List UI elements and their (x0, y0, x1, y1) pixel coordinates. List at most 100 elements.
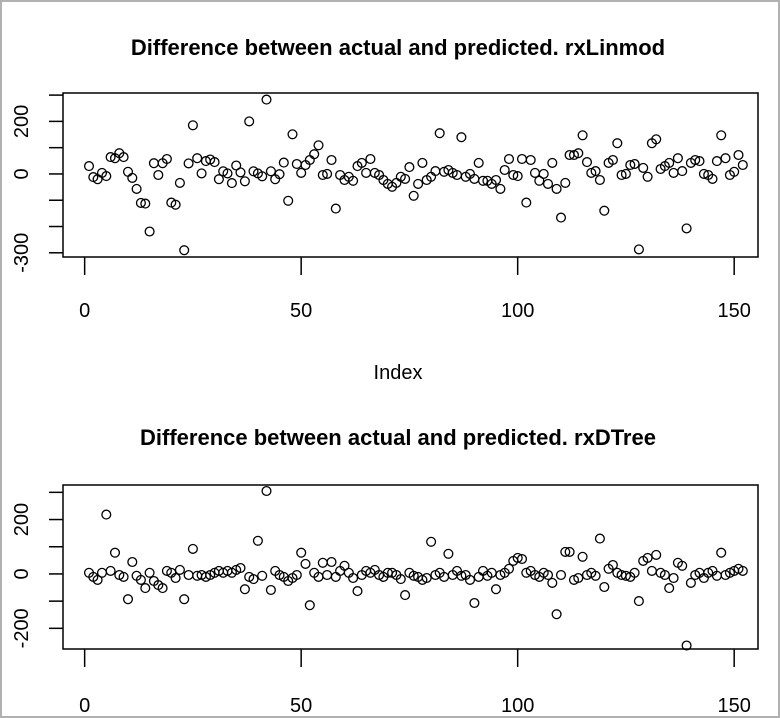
data-point (659, 569, 670, 581)
data-point (469, 597, 480, 609)
data-point (291, 569, 302, 581)
data-point (573, 572, 584, 584)
data-point (560, 177, 571, 188)
data-point (356, 157, 367, 168)
data-point (183, 569, 194, 581)
data-point (365, 153, 376, 165)
x-tick-label: 50 (290, 300, 312, 322)
data-point (309, 149, 320, 160)
data-point (408, 570, 419, 581)
data-point (473, 157, 484, 168)
data-point (538, 168, 549, 179)
data-point (490, 584, 502, 595)
data-point (265, 584, 276, 596)
data-point (135, 574, 146, 585)
data-point (127, 556, 138, 568)
data-point (672, 153, 683, 164)
data-point (179, 245, 190, 256)
x-tick-label: 150 (717, 300, 750, 322)
data-point (716, 130, 727, 141)
data-point (101, 509, 112, 520)
data-point (560, 546, 571, 557)
data-point (239, 584, 250, 595)
data-point (707, 173, 718, 184)
data-point (434, 128, 445, 139)
data-point (140, 583, 151, 594)
data-point (733, 149, 744, 161)
data-point (261, 94, 272, 105)
data-point (144, 226, 155, 237)
data-point (577, 551, 588, 562)
x-axis-label-index: Index (373, 362, 423, 384)
data-point (542, 178, 554, 189)
data-point (573, 148, 584, 159)
data-point (257, 570, 268, 581)
data-point (426, 536, 437, 547)
x-tick-label: 0 (79, 300, 90, 322)
data-point (135, 197, 146, 208)
data-point (681, 223, 692, 234)
data-point (495, 183, 506, 194)
data-point (161, 565, 172, 576)
data-point (322, 168, 333, 179)
data-point (651, 549, 662, 560)
data-point (322, 569, 333, 581)
data-point (304, 600, 315, 611)
data-point (551, 609, 562, 620)
data-point (521, 197, 532, 208)
data-point (105, 152, 116, 163)
data-point (174, 177, 185, 188)
data-point (235, 562, 246, 574)
y-tick-label: 0 (11, 168, 33, 179)
data-point (131, 183, 142, 194)
data-point (620, 168, 631, 179)
data-point (711, 156, 722, 167)
data-point (503, 153, 515, 165)
data-point (330, 571, 341, 582)
data-point (239, 176, 250, 187)
data-point (417, 157, 428, 168)
data-point (555, 212, 567, 223)
data-point (261, 485, 272, 497)
data-point (551, 183, 562, 194)
data-point (413, 178, 424, 189)
data-point (642, 171, 653, 182)
data-point (192, 153, 203, 164)
data-point (421, 572, 432, 584)
data-point (698, 168, 709, 179)
data-point (629, 567, 640, 578)
axes (49, 484, 759, 667)
data-point (646, 565, 657, 576)
data-point (594, 533, 605, 544)
data-point (456, 132, 467, 143)
data-point (287, 129, 298, 140)
data-point (590, 570, 601, 581)
data-point (664, 583, 675, 594)
data-point (577, 130, 588, 141)
data-point (677, 560, 688, 571)
data-point (685, 577, 696, 588)
data-point (716, 547, 727, 558)
chart-title-rxlinmod: Difference between actual and predicted.… (130, 35, 666, 60)
axes (49, 92, 759, 275)
data-point (174, 564, 185, 575)
y-tick-label: 200 (11, 105, 33, 138)
data-point (144, 567, 155, 578)
data-point (512, 552, 523, 563)
data-point (317, 557, 328, 568)
data-point (274, 169, 285, 180)
data-point (161, 153, 172, 165)
data-point (313, 140, 324, 151)
data-point (278, 157, 289, 168)
data-point (408, 190, 419, 201)
data-point (153, 169, 164, 181)
data-point (283, 195, 294, 206)
data-point (226, 178, 237, 189)
data-point (196, 168, 207, 179)
data-point (326, 556, 337, 568)
data-point (257, 171, 268, 182)
data-point (109, 547, 121, 558)
data-point (620, 570, 631, 581)
data-point (668, 572, 679, 584)
